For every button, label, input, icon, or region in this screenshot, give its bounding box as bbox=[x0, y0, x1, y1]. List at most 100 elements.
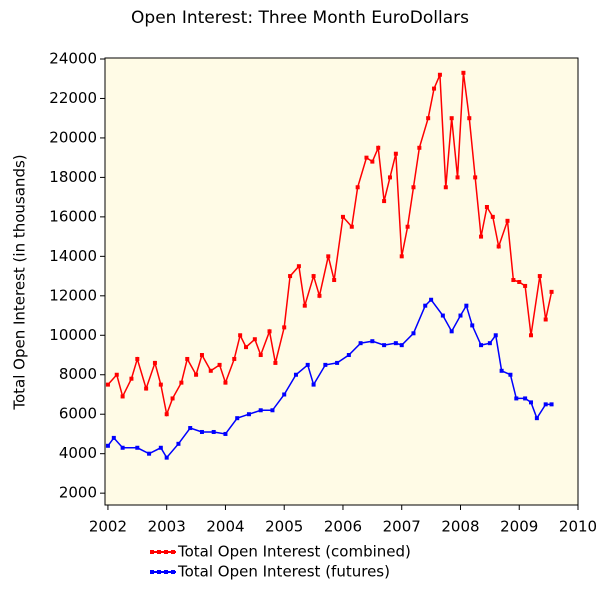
point bbox=[267, 329, 272, 334]
point bbox=[105, 443, 110, 448]
point bbox=[411, 331, 416, 336]
point bbox=[305, 362, 310, 367]
point bbox=[523, 283, 528, 288]
point bbox=[517, 279, 522, 284]
point bbox=[244, 345, 249, 350]
point bbox=[429, 297, 434, 302]
y-tick-label: 22000 bbox=[49, 89, 97, 107]
legend-marker bbox=[171, 550, 175, 554]
point bbox=[158, 445, 163, 450]
point bbox=[282, 325, 287, 330]
point bbox=[426, 116, 431, 121]
point bbox=[246, 412, 251, 417]
point bbox=[464, 303, 469, 308]
point bbox=[499, 368, 504, 373]
x-tick-label: 2006 bbox=[324, 518, 362, 536]
point bbox=[158, 382, 163, 387]
point bbox=[135, 356, 140, 361]
point bbox=[528, 400, 533, 405]
point bbox=[211, 429, 216, 434]
y-tick-label: 4000 bbox=[59, 444, 97, 462]
point bbox=[523, 396, 528, 401]
point bbox=[479, 234, 484, 239]
point bbox=[364, 155, 369, 160]
y-tick-label: 2000 bbox=[59, 484, 97, 502]
point bbox=[223, 431, 228, 436]
legend-marker bbox=[157, 570, 161, 574]
point bbox=[479, 343, 484, 348]
point bbox=[470, 323, 475, 328]
legend-label: Total Open Interest (futures) bbox=[177, 563, 390, 581]
point bbox=[164, 412, 169, 417]
point bbox=[393, 341, 398, 346]
point bbox=[296, 264, 301, 269]
x-tick-label: 2003 bbox=[148, 518, 186, 536]
point bbox=[399, 254, 404, 259]
point bbox=[358, 341, 363, 346]
point bbox=[455, 175, 460, 180]
y-tick-label: 16000 bbox=[49, 207, 97, 225]
point bbox=[514, 396, 519, 401]
point bbox=[411, 185, 416, 190]
point bbox=[273, 360, 278, 365]
point bbox=[232, 356, 237, 361]
y-tick-label: 10000 bbox=[49, 326, 97, 344]
point bbox=[534, 416, 539, 421]
y-tick-label: 24000 bbox=[49, 49, 97, 67]
legend-marker bbox=[150, 550, 154, 554]
point bbox=[317, 293, 322, 298]
point bbox=[508, 372, 513, 377]
point bbox=[376, 145, 381, 150]
y-tick-label: 8000 bbox=[59, 365, 97, 383]
point bbox=[252, 337, 257, 342]
y-axis-label: Total Open Interest (in thousands) bbox=[11, 154, 29, 410]
point bbox=[393, 151, 398, 156]
point bbox=[152, 360, 157, 365]
x-tick-label: 2002 bbox=[89, 518, 127, 536]
point bbox=[302, 303, 307, 308]
point bbox=[144, 386, 149, 391]
point bbox=[493, 333, 498, 338]
point bbox=[311, 274, 316, 279]
point bbox=[537, 274, 542, 279]
point bbox=[458, 313, 463, 318]
point bbox=[258, 353, 263, 358]
point bbox=[129, 376, 134, 381]
point bbox=[349, 224, 354, 229]
x-tick-label: 2010 bbox=[559, 518, 597, 536]
point bbox=[382, 343, 387, 348]
point bbox=[423, 303, 428, 308]
point bbox=[199, 429, 204, 434]
point bbox=[270, 408, 275, 413]
point bbox=[288, 274, 293, 279]
point bbox=[370, 159, 375, 164]
point bbox=[114, 372, 119, 377]
point bbox=[432, 86, 437, 91]
point bbox=[346, 353, 351, 358]
point bbox=[543, 317, 548, 322]
point bbox=[505, 218, 510, 223]
point bbox=[147, 451, 152, 456]
plot-area bbox=[104, 57, 579, 506]
point bbox=[185, 356, 190, 361]
legend-marker bbox=[164, 570, 168, 574]
legend-label: Total Open Interest (combined) bbox=[177, 543, 411, 561]
point bbox=[355, 185, 360, 190]
chart-title: Open Interest: Three Month EuroDollars bbox=[131, 8, 469, 28]
point bbox=[238, 333, 243, 338]
point bbox=[326, 254, 331, 259]
point bbox=[179, 380, 184, 385]
point bbox=[340, 214, 345, 219]
x-tick-label: 2005 bbox=[265, 518, 303, 536]
point bbox=[437, 72, 442, 77]
point bbox=[199, 353, 204, 358]
point bbox=[449, 329, 454, 334]
point bbox=[490, 214, 495, 219]
point bbox=[335, 360, 340, 365]
y-tick-label: 6000 bbox=[59, 405, 97, 423]
y-tick-label: 12000 bbox=[49, 286, 97, 304]
point bbox=[323, 362, 328, 367]
point bbox=[370, 339, 375, 344]
point bbox=[467, 116, 472, 121]
